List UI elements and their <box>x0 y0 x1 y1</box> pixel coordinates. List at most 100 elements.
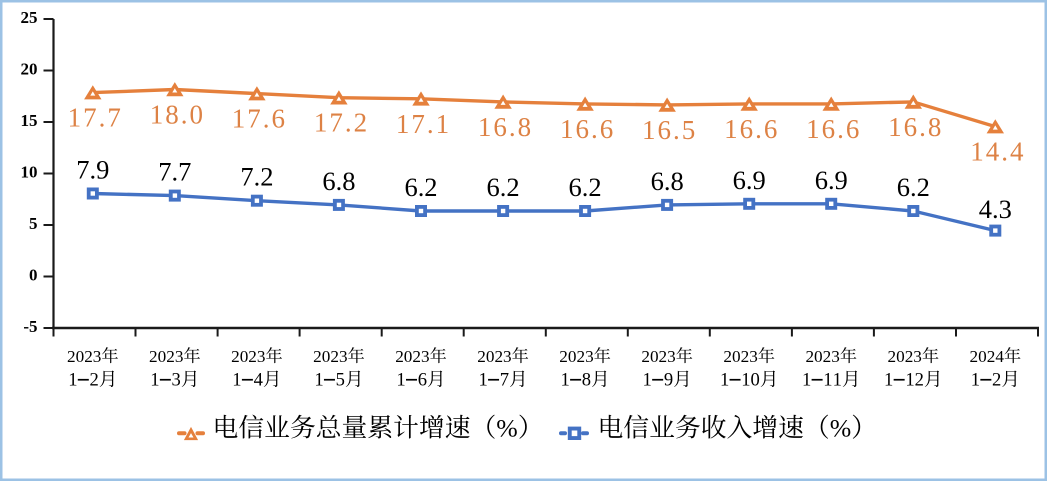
svg-text:3: 3 <box>339 347 348 366</box>
svg-text:.: . <box>673 115 680 145</box>
svg-text:7: 7 <box>411 109 425 139</box>
svg-text:.: . <box>181 100 188 130</box>
svg-text:7: 7 <box>240 162 253 192</box>
svg-text:0: 0 <box>76 347 85 366</box>
svg-text:5: 5 <box>29 214 38 233</box>
svg-text:4: 4 <box>1010 137 1024 167</box>
svg-text:1: 1 <box>21 111 30 130</box>
svg-text:6: 6 <box>493 112 507 142</box>
svg-text:2: 2 <box>659 347 668 366</box>
svg-text:.: . <box>591 114 598 144</box>
svg-text:1: 1 <box>741 370 750 391</box>
svg-text:2: 2 <box>741 347 750 366</box>
svg-text:0: 0 <box>29 266 38 285</box>
svg-text:2: 2 <box>477 347 486 366</box>
svg-text:2: 2 <box>888 347 897 366</box>
svg-text:0: 0 <box>189 100 203 130</box>
svg-text:2: 2 <box>149 347 158 366</box>
svg-text:.: . <box>336 166 343 196</box>
svg-text:2: 2 <box>84 347 93 366</box>
svg-text:.: . <box>172 157 179 187</box>
svg-text:2: 2 <box>67 347 76 366</box>
svg-text:1: 1 <box>68 370 77 391</box>
svg-text:2: 2 <box>248 347 257 366</box>
svg-text:.: . <box>345 108 352 138</box>
svg-text:%: % <box>496 414 518 443</box>
svg-text:5: 5 <box>29 8 38 27</box>
svg-text:1: 1 <box>150 100 164 130</box>
svg-text:1: 1 <box>806 114 820 144</box>
svg-text:9: 9 <box>96 155 109 185</box>
svg-text:6: 6 <box>600 114 614 144</box>
svg-text:2: 2 <box>917 172 930 202</box>
svg-text:1: 1 <box>478 370 487 391</box>
svg-text:4: 4 <box>979 194 992 224</box>
svg-text:2: 2 <box>506 172 519 202</box>
svg-text:0: 0 <box>486 347 495 366</box>
svg-text:6: 6 <box>904 112 918 142</box>
svg-text:1: 1 <box>396 109 410 139</box>
svg-text:2: 2 <box>559 347 568 366</box>
svg-text:2: 2 <box>424 172 437 202</box>
svg-text:0: 0 <box>404 347 413 366</box>
svg-text:0: 0 <box>240 347 249 366</box>
svg-text:1: 1 <box>971 370 980 391</box>
svg-text:7: 7 <box>76 155 89 185</box>
svg-text:.: . <box>1001 137 1008 167</box>
svg-text:9: 9 <box>835 165 848 195</box>
svg-text:2: 2 <box>21 60 30 79</box>
svg-text:.: . <box>992 194 999 224</box>
svg-text:1: 1 <box>68 103 82 133</box>
svg-text:0: 0 <box>322 347 331 366</box>
svg-text:1: 1 <box>232 104 246 134</box>
svg-text:1: 1 <box>802 370 811 391</box>
svg-text:2: 2 <box>577 347 586 366</box>
svg-text:7: 7 <box>329 108 343 138</box>
svg-text:1: 1 <box>720 370 729 391</box>
svg-text:7: 7 <box>500 370 509 391</box>
svg-text:3: 3 <box>999 194 1012 224</box>
svg-text:0: 0 <box>29 60 38 79</box>
svg-text:6: 6 <box>733 165 746 195</box>
svg-text:1: 1 <box>642 115 656 145</box>
svg-text:3: 3 <box>503 347 512 366</box>
svg-text:1: 1 <box>561 370 570 391</box>
svg-text:1: 1 <box>823 370 832 391</box>
svg-text:.: . <box>837 114 844 144</box>
svg-text:3: 3 <box>667 347 676 366</box>
svg-text:8: 8 <box>165 100 179 130</box>
svg-text:1: 1 <box>21 163 30 182</box>
svg-text:3: 3 <box>585 347 594 366</box>
svg-text:9: 9 <box>664 370 673 391</box>
svg-text:4: 4 <box>254 370 263 391</box>
svg-text:.: . <box>582 172 589 202</box>
svg-text:6: 6 <box>897 172 910 202</box>
svg-text:.: . <box>418 172 425 202</box>
svg-text:2: 2 <box>905 347 914 366</box>
svg-text:2: 2 <box>21 8 30 27</box>
svg-text:2: 2 <box>494 347 503 366</box>
svg-text:.: . <box>664 166 671 196</box>
svg-text:2: 2 <box>260 162 273 192</box>
svg-text:3: 3 <box>175 347 184 366</box>
svg-text:1: 1 <box>314 108 328 138</box>
svg-text:.: . <box>509 112 516 142</box>
svg-text:0: 0 <box>29 163 38 182</box>
svg-text:.: . <box>828 165 835 195</box>
svg-text:8: 8 <box>518 112 532 142</box>
svg-text:2: 2 <box>641 347 650 366</box>
svg-text:1: 1 <box>150 370 159 391</box>
svg-text:2: 2 <box>970 347 979 366</box>
svg-text:.: . <box>919 112 926 142</box>
svg-text:6: 6 <box>486 172 499 202</box>
svg-text:6: 6 <box>822 114 836 144</box>
svg-text:1: 1 <box>833 370 842 391</box>
svg-text:6: 6 <box>764 114 778 144</box>
svg-text:3: 3 <box>172 370 181 391</box>
svg-text:2: 2 <box>166 347 175 366</box>
svg-text:0: 0 <box>896 347 905 366</box>
svg-text:6: 6 <box>569 172 582 202</box>
svg-text:2: 2 <box>992 370 1001 391</box>
svg-text:0: 0 <box>158 347 167 366</box>
svg-text:6: 6 <box>575 114 589 144</box>
